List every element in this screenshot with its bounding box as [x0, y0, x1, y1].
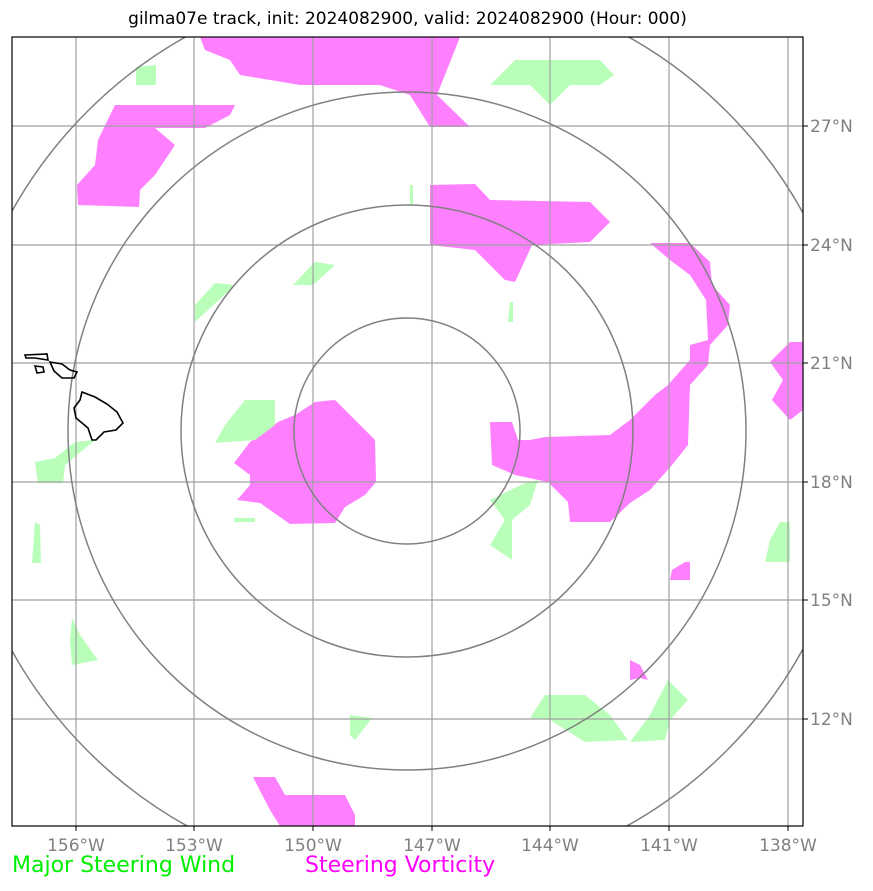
- vorticity-area: [770, 342, 803, 420]
- vorticity-areas: [77, 37, 803, 826]
- lat-label: 27°N: [810, 117, 853, 137]
- wind-area: [234, 518, 255, 522]
- range-ring-2: [180, 204, 634, 658]
- axis-ticks: [75, 125, 808, 831]
- longitude-labels: 156°W 153°W 150°W 147°W 144°W 141°W 138°…: [47, 836, 817, 856]
- hawaii-coastline: [23, 353, 124, 441]
- steering-wind-areas: [32, 60, 790, 742]
- wind-area: [35, 440, 95, 483]
- maui-island: [48, 360, 79, 379]
- wind-area: [32, 522, 41, 563]
- wind-area: [508, 302, 513, 322]
- big-island: [73, 390, 124, 441]
- oahu-island: [33, 365, 45, 374]
- graticule: [12, 37, 803, 826]
- kauai-island: [23, 353, 49, 361]
- wind-area: [765, 522, 790, 562]
- vorticity-area: [315, 45, 355, 48]
- map-frame: [11, 36, 804, 827]
- wind-area: [70, 618, 98, 665]
- vorticity-area: [490, 243, 730, 522]
- lat-label: 12°N: [810, 710, 853, 730]
- vorticity-area: [430, 184, 610, 282]
- lat-label: 21°N: [810, 354, 853, 374]
- legend-steering-vorticity: Steering Vorticity: [305, 853, 496, 878]
- lon-label: 153°W: [165, 836, 223, 856]
- wind-area: [215, 400, 275, 443]
- lat-label: 18°N: [810, 473, 853, 493]
- lon-label: 141°W: [640, 836, 698, 856]
- lat-label: 15°N: [810, 591, 853, 611]
- range-ring-3: [67, 91, 747, 771]
- lat-label: 24°N: [810, 236, 853, 256]
- wind-area: [293, 262, 335, 285]
- vorticity-area: [670, 562, 690, 580]
- range-rings: [12, 37, 803, 826]
- legend-steering-wind: Major Steering Wind: [12, 853, 236, 878]
- vorticity-area: [630, 660, 648, 680]
- lon-label: 150°W: [284, 836, 342, 856]
- vorticity-area: [200, 37, 470, 127]
- vorticity-area: [234, 400, 376, 524]
- lon-label: 144°W: [521, 836, 579, 856]
- lon-label: 156°W: [47, 836, 105, 856]
- wind-area: [490, 60, 614, 105]
- range-ring-1: [293, 317, 521, 545]
- chart-title: gilma07e track, init: 2024082900, valid:…: [128, 9, 687, 29]
- wind-area: [410, 185, 413, 205]
- lon-label: 138°W: [759, 836, 817, 856]
- wind-area: [195, 283, 235, 322]
- wind-area: [490, 480, 538, 560]
- latitude-labels: 27°N 24°N 21°N 18°N 15°N 12°N: [810, 117, 853, 730]
- wind-area: [630, 680, 688, 742]
- vorticity-area: [77, 105, 235, 207]
- vorticity-area: [253, 777, 355, 826]
- lon-label: 147°W: [403, 836, 461, 856]
- wind-area: [350, 715, 372, 740]
- wind-area: [136, 65, 156, 85]
